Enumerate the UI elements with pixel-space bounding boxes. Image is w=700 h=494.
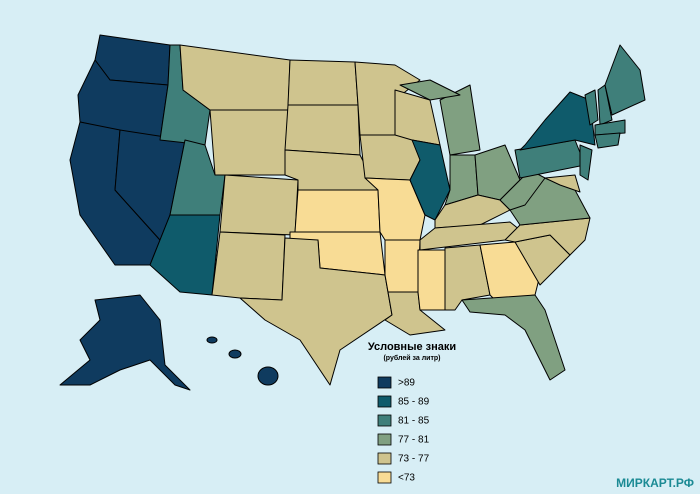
state	[409, 139, 451, 221]
state	[294, 189, 381, 233]
legend-swatch	[377, 395, 392, 408]
state	[239, 237, 393, 386]
state	[604, 44, 646, 116]
state	[59, 294, 191, 391]
legend-label: >89	[398, 378, 415, 389]
legend-label: 85 - 89	[398, 397, 430, 408]
legend-label: 81 - 85	[398, 416, 430, 427]
state	[417, 249, 446, 311]
state	[579, 144, 593, 181]
legend-swatch	[377, 471, 392, 484]
island	[257, 366, 279, 386]
legend-title: Условные знаки	[368, 341, 456, 353]
state	[219, 174, 299, 236]
state	[284, 104, 361, 156]
state	[384, 239, 421, 293]
state	[399, 79, 461, 101]
legend: >89 85 - 89 81 - 85 77 - 81 73 - 77 <73	[377, 376, 430, 484]
state	[594, 119, 626, 136]
states	[59, 34, 646, 391]
legend-label: 73 - 77	[398, 454, 430, 465]
legend-label: <73	[398, 473, 415, 484]
legend-subtitle: (рублей за литр)	[383, 354, 440, 362]
state	[287, 59, 359, 106]
legend-swatch	[377, 433, 392, 446]
state	[544, 174, 581, 193]
state	[597, 84, 613, 126]
legend-label: 77 - 81	[398, 435, 430, 446]
state	[209, 109, 289, 176]
state	[359, 134, 421, 181]
state	[439, 84, 481, 156]
legend-swatch	[377, 376, 392, 389]
island	[228, 349, 242, 359]
state	[211, 231, 286, 301]
state	[584, 89, 599, 126]
state	[149, 214, 221, 296]
island	[206, 336, 218, 344]
state	[519, 91, 596, 151]
state	[594, 132, 621, 149]
legend-swatch	[377, 452, 392, 465]
state	[461, 294, 566, 381]
legend-swatch	[377, 414, 392, 427]
watermark: МИРКАРТ.РФ	[616, 476, 694, 490]
state	[179, 44, 291, 111]
